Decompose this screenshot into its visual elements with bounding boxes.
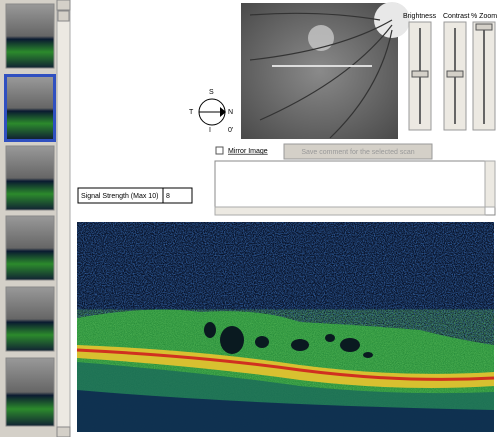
mirror-checkbox[interactable] [215,146,224,155]
compass-top: S [209,89,214,96]
thumbnail[interactable] [5,286,55,352]
contrast-label: Contrast [443,13,470,20]
oct-scan [76,222,495,432]
signal-value: 8 [166,193,170,200]
mirror-label: Mirror Image [228,148,268,155]
thumbnail[interactable] [5,357,55,427]
thumbnail[interactable] [5,215,55,281]
compass-left: T [189,109,194,116]
compass [198,98,226,126]
zoom-slider[interactable] [472,21,496,131]
zoom-label: % Zoom [471,13,497,20]
contrast-slider[interactable] [443,21,467,131]
compass-bottom: I [209,127,211,134]
scroll-thumb[interactable] [57,10,70,22]
save-button-label: Save comment for the selected scan [301,149,414,156]
save-button[interactable] [283,143,433,160]
comment-vscroll[interactable] [484,160,496,208]
comment-hscroll[interactable] [214,206,486,216]
compass-angle: 0' [228,127,233,134]
fundus-image [241,2,410,139]
compass-right: N [228,109,233,116]
scroll-down[interactable] [56,426,71,437]
comment-box[interactable] [214,160,496,216]
scrollbar[interactable] [56,0,71,437]
thumbnail[interactable] [5,145,55,211]
thumbnail[interactable] [5,3,55,69]
brightness-slider[interactable] [408,21,432,131]
scroll-up[interactable] [56,0,71,11]
brightness-label: Brightness [403,13,437,20]
signal-label: Signal Strength (Max 10) [81,193,158,200]
thumbnails [4,3,56,427]
thumbnail[interactable] [7,77,53,139]
